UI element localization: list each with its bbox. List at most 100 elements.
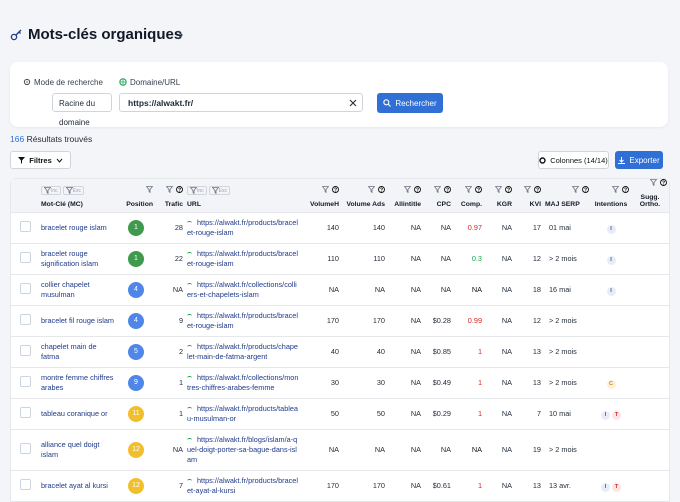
row-checkbox[interactable]	[19, 443, 31, 454]
mode-label: Mode de recherche	[34, 78, 103, 87]
keyword-link[interactable]: chapelet main de fatma	[39, 336, 117, 368]
allintitle: NA	[387, 305, 423, 337]
filter-icon[interactable]	[572, 186, 579, 193]
intention-badge: T	[612, 482, 621, 492]
filter-icon[interactable]	[166, 186, 173, 193]
filter-chip[interactable]: Inc	[41, 186, 61, 195]
help-icon[interactable]	[582, 186, 589, 193]
keyword-link[interactable]: tableau coranique or	[39, 398, 117, 430]
row-checkbox[interactable]	[19, 252, 31, 263]
filter-chip[interactable]: Exc	[208, 186, 231, 195]
column-header: KVI	[514, 179, 543, 213]
volume-h: NA	[301, 274, 341, 306]
kgr: NA	[484, 212, 514, 244]
filters-button[interactable]: Filtres	[10, 151, 71, 169]
help-icon[interactable]	[444, 186, 451, 193]
keyword-link[interactable]: bracelet rouge signification islam	[39, 243, 117, 275]
clear-icon[interactable]	[349, 99, 357, 107]
url-cell: https://alwakt.fr/products/tableau-musul…	[185, 398, 301, 430]
table-row: tableau coranique or 11 1 https://alwakt.fr…	[11, 398, 669, 430]
kvi: 13	[514, 367, 543, 399]
keyword-link[interactable]: bracelet ayat al kursi	[39, 470, 117, 501]
row-checkbox[interactable]	[19, 345, 31, 356]
keyword-link[interactable]: collier chapelet musulman	[39, 274, 117, 306]
keyword-link[interactable]: montre femme chiffres arabes	[39, 367, 117, 399]
serp-update: 01 mai	[543, 212, 591, 244]
title-chevron[interactable]	[176, 30, 184, 40]
search-button[interactable]: Rechercher	[377, 93, 443, 113]
url-link[interactable]: https://alwakt.fr/collections/montres-ch…	[187, 373, 299, 392]
keyword-link[interactable]: bracelet fil rouge islam	[39, 305, 117, 337]
column-tools	[633, 179, 667, 191]
help-icon[interactable]	[176, 186, 183, 193]
filter-chip[interactable]: Inc	[187, 186, 207, 195]
position-cell: 4	[117, 274, 155, 306]
allintitle: NA	[387, 470, 423, 501]
help-icon[interactable]	[332, 186, 339, 193]
column-header: CPC	[423, 179, 453, 213]
row-checkbox[interactable]	[19, 407, 31, 418]
filter-icon[interactable]	[190, 187, 197, 194]
row-checkbox[interactable]	[19, 314, 31, 325]
url-link[interactable]: https://alwakt.fr/products/chapelet-main…	[187, 342, 298, 361]
competition: 0.3	[453, 243, 484, 275]
row-checkbox[interactable]	[19, 221, 31, 232]
filter-icon[interactable]	[322, 186, 329, 193]
favicon	[187, 479, 192, 483]
filter-icon[interactable]	[65, 187, 73, 194]
position-badge: 12	[128, 478, 144, 494]
url-link[interactable]: https://alwakt.fr/collections/colliers-e…	[187, 280, 297, 299]
url-link[interactable]: https://alwakt.fr/products/bracelet-ayat…	[187, 476, 298, 495]
filter-icon[interactable]	[44, 187, 51, 194]
volume-ads: 170	[341, 305, 387, 337]
help-icon[interactable]	[660, 179, 667, 186]
url-link[interactable]: https://alwakt.fr/blogs/islam/a-quel-doi…	[187, 435, 298, 464]
filter-icon[interactable]	[434, 186, 441, 193]
filter-icon[interactable]	[404, 186, 411, 193]
column-title: Volume Ads	[346, 201, 385, 208]
url-input[interactable]: https://alwakt.fr/	[119, 93, 363, 112]
filter-icon[interactable]	[650, 179, 657, 186]
help-icon[interactable]	[505, 186, 512, 193]
mode-select[interactable]: Racine du domaine	[52, 93, 112, 127]
column-header: Allintitle	[387, 179, 423, 213]
help-icon[interactable]	[622, 186, 629, 193]
volume-h: 140	[301, 212, 341, 244]
kgr: NA	[484, 274, 514, 306]
volume-ads: 50	[341, 398, 387, 430]
header-row: Inc Exc Mot-Clé (MC) Position Trafic Inc Exc UR…	[11, 179, 669, 213]
url-link[interactable]: https://alwakt.fr/products/bracelet-roug…	[187, 311, 298, 330]
url-link[interactable]: https://alwakt.fr/products/bracelet-roug…	[187, 249, 298, 268]
url-link[interactable]: https://alwakt.fr/products/tableau-musul…	[187, 404, 298, 423]
filter-icon[interactable]	[465, 186, 472, 193]
filter-icon[interactable]	[211, 187, 219, 194]
help-icon[interactable]	[378, 186, 385, 193]
gear-icon	[539, 156, 546, 164]
filter-icon[interactable]	[368, 186, 375, 193]
column-header: MAJ SERP	[543, 179, 591, 213]
column-title: Position	[126, 201, 153, 208]
row-checkbox[interactable]	[19, 283, 31, 294]
keyword-link[interactable]: alliance quel doigt islam	[39, 429, 117, 471]
export-button[interactable]: Exporter	[615, 151, 663, 169]
volume-ads: 110	[341, 243, 387, 275]
row-checkbox[interactable]	[19, 376, 31, 387]
traffic: 1	[155, 398, 185, 430]
traffic: 1	[155, 367, 185, 399]
competition: 0.99	[453, 305, 484, 337]
filter-chip[interactable]: Exc	[62, 186, 85, 195]
row-checkbox[interactable]	[19, 479, 31, 490]
url-link[interactable]: https://alwakt.fr/products/bracelet-roug…	[187, 218, 298, 237]
filter-icon[interactable]	[612, 186, 619, 193]
favicon	[187, 252, 192, 256]
help-icon[interactable]	[534, 186, 541, 193]
filter-icon[interactable]	[495, 186, 502, 193]
help-icon[interactable]	[475, 186, 482, 193]
columns-button[interactable]: Colonnes (14/14)	[538, 151, 609, 169]
keyword-link[interactable]: bracelet rouge islam	[39, 212, 117, 244]
help-icon[interactable]	[414, 186, 421, 193]
intention-badge: I	[606, 286, 616, 296]
filter-icon[interactable]	[524, 186, 531, 193]
kvi: 13	[514, 470, 543, 501]
filter-icon[interactable]	[146, 186, 153, 193]
